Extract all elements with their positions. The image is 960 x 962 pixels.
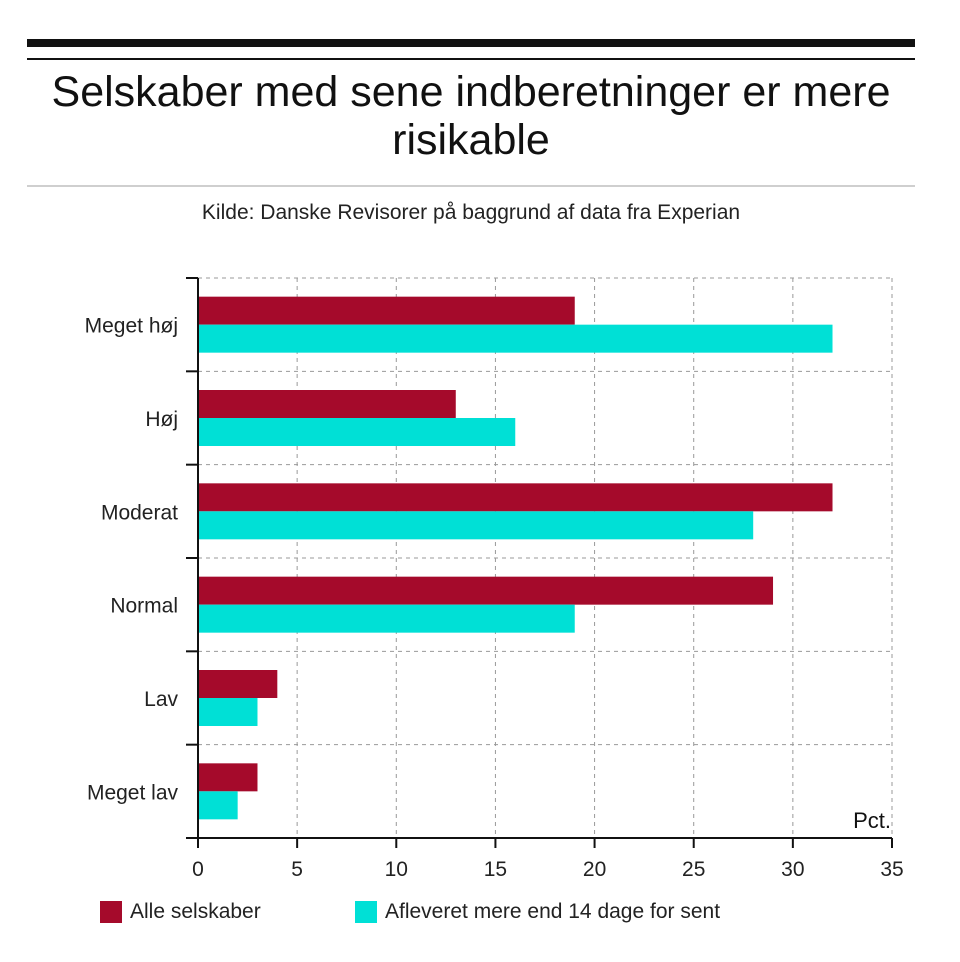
x-tick-label: 35 bbox=[880, 858, 903, 881]
chart-source: Kilde: Danske Revisorer på baggrund af d… bbox=[201, 201, 741, 224]
header-rule-thick bbox=[27, 39, 915, 47]
x-tick-label: 15 bbox=[484, 858, 507, 881]
legend-swatch-series-1 bbox=[100, 901, 122, 923]
bar-series-2 bbox=[198, 324, 833, 353]
y-tick-label: Normal bbox=[110, 595, 178, 618]
y-tick-label: Lav bbox=[144, 688, 178, 711]
chart-title: Selskaber med sene indberetninger er mer… bbox=[51, 68, 891, 164]
bar-series-1 bbox=[198, 296, 575, 325]
bar-series-1 bbox=[198, 576, 774, 605]
x-tick-label: 0 bbox=[192, 858, 204, 881]
bar-series-2 bbox=[198, 791, 238, 820]
bar-series-2 bbox=[198, 698, 258, 726]
legend-label-series-1: Alle selskaber bbox=[130, 900, 261, 923]
y-tick-label: Høj bbox=[145, 408, 178, 431]
x-tick-label: 25 bbox=[682, 858, 705, 881]
legend-swatch-series-2 bbox=[355, 901, 377, 923]
title-divider bbox=[27, 185, 915, 187]
legend-item-series-1: Alle selskaber bbox=[100, 897, 261, 927]
x-tick-label: 20 bbox=[583, 858, 606, 881]
x-axis-unit-label: Pct. bbox=[853, 808, 891, 833]
bar-series-1 bbox=[198, 670, 278, 698]
bar-series-2 bbox=[198, 511, 754, 540]
legend-item-series-2: Afleveret mere end 14 dage for sent bbox=[355, 897, 720, 927]
bar-series-1 bbox=[198, 483, 833, 512]
bar-series-2 bbox=[198, 604, 575, 633]
bar-series-2 bbox=[198, 418, 516, 446]
legend-label-series-2: Afleveret mere end 14 dage for sent bbox=[385, 900, 721, 923]
bar-series-1 bbox=[198, 763, 258, 792]
x-tick-label: 10 bbox=[385, 858, 408, 881]
x-tick-label: 5 bbox=[291, 858, 303, 881]
y-tick-label: Moderat bbox=[101, 501, 178, 524]
y-tick-label: Meget høj bbox=[85, 315, 178, 338]
x-tick-label: 30 bbox=[781, 858, 804, 881]
bar-series-1 bbox=[198, 390, 456, 418]
header-rule-thin bbox=[27, 58, 915, 60]
y-tick-label: Meget lav bbox=[87, 781, 179, 804]
